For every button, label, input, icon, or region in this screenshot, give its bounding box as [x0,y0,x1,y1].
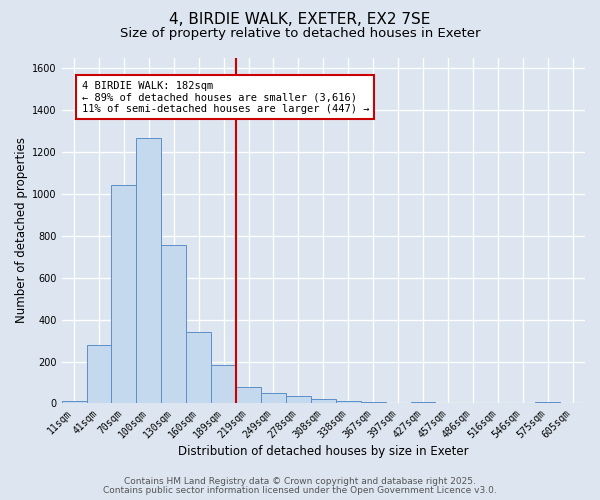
Text: 4 BIRDIE WALK: 182sqm
← 89% of detached houses are smaller (3,616)
11% of semi-d: 4 BIRDIE WALK: 182sqm ← 89% of detached … [82,80,369,114]
Bar [186,332,211,404]
Bar [236,386,261,404]
Text: Contains public sector information licensed under the Open Government Licence v3: Contains public sector information licen… [103,486,497,495]
Bar [86,345,112,404]
Bar [460,403,485,404]
Bar [361,402,386,404]
X-axis label: Distribution of detached houses by size in Exeter: Distribution of detached houses by size … [178,444,469,458]
Bar [286,396,311,404]
Bar [136,138,161,404]
Text: Size of property relative to detached houses in Exeter: Size of property relative to detached ho… [120,28,480,40]
Bar [62,402,86,404]
Text: Contains HM Land Registry data © Crown copyright and database right 2025.: Contains HM Land Registry data © Crown c… [124,477,476,486]
Bar [161,245,186,404]
Bar [336,402,361,404]
Text: 4, BIRDIE WALK, EXETER, EX2 7SE: 4, BIRDIE WALK, EXETER, EX2 7SE [169,12,431,28]
Y-axis label: Number of detached properties: Number of detached properties [15,138,28,324]
Bar [311,399,336,404]
Bar [211,364,236,404]
Bar [410,402,436,404]
Bar [261,394,286,404]
Bar [535,402,560,404]
Bar [112,186,136,404]
